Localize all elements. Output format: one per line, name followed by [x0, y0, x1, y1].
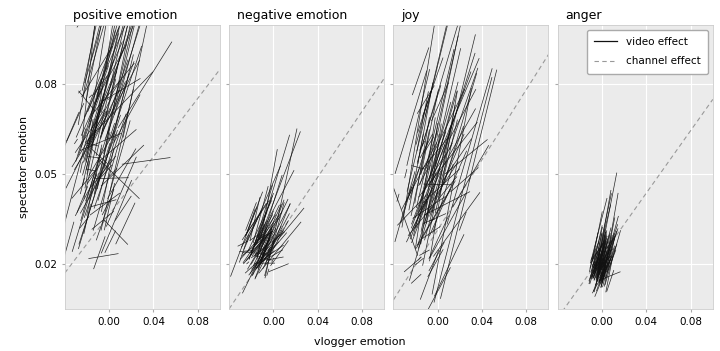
Text: negative emotion: negative emotion: [237, 9, 347, 22]
Text: vlogger emotion: vlogger emotion: [314, 338, 406, 347]
Legend: video effect, channel effect: video effect, channel effect: [587, 30, 708, 74]
Text: anger: anger: [565, 9, 602, 22]
Text: joy: joy: [401, 9, 420, 22]
Text: positive emotion: positive emotion: [73, 9, 177, 22]
Y-axis label: spectator emotion: spectator emotion: [19, 116, 29, 218]
